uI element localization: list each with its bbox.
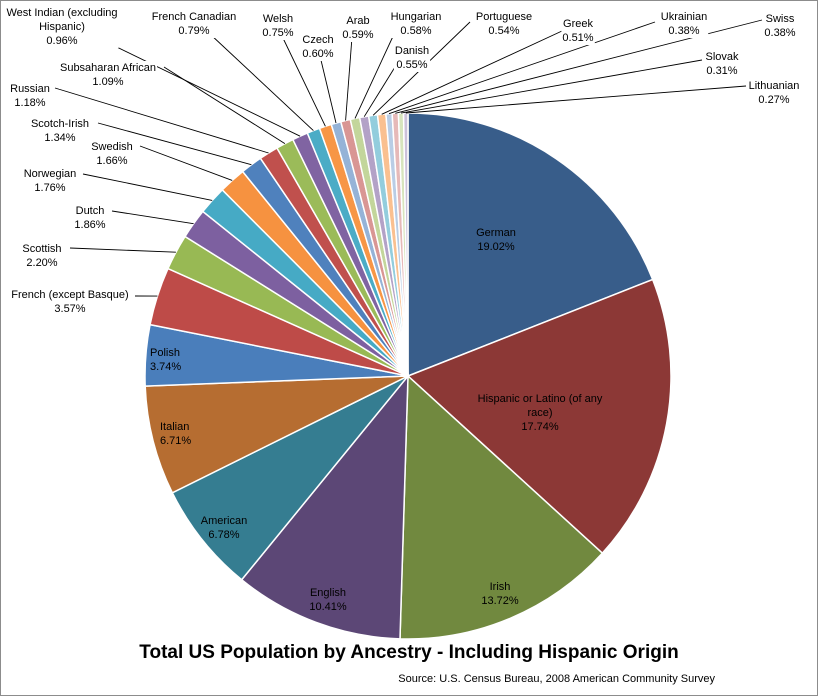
slice-label-scottish: Scottish 2.20% — [22, 243, 61, 269]
leader-line-scotch-irish — [97, 122, 252, 166]
slice-label-norwegian: Norwegian 1.76% — [24, 168, 77, 194]
leader-line-russian — [54, 87, 269, 154]
slice-label-hispanic-or-latino-of-any-race: Hispanic or Latino (of any race) 17.74% — [478, 393, 603, 433]
leader-line-hungarian — [354, 31, 396, 119]
slice-label-irish: Irish 13.72% — [481, 581, 519, 607]
pie-slice-italian — [144, 375, 409, 494]
leader-line-danish — [363, 66, 396, 117]
slice-label-german: German 19.02% — [476, 227, 516, 253]
slice-label-bg-subsaharan-african — [58, 61, 158, 89]
slice-label-bg-arab — [341, 14, 375, 42]
pie-slice-american — [171, 375, 409, 581]
slice-label-bg-west-indian-excluding-hispanic — [5, 6, 119, 48]
slice-label-bg-danish — [393, 44, 431, 72]
slice-label-greek: Greek 0.51% — [562, 18, 593, 44]
slice-label-bg-slovak — [704, 50, 741, 78]
slice-label-bg-scottish — [21, 242, 63, 270]
pie-slice-english — [240, 373, 409, 640]
slice-label-czech: Czech 0.60% — [302, 34, 333, 60]
pie-slice-german — [407, 112, 654, 378]
slice-label-bg-dutch — [73, 204, 107, 232]
slice-label-russian: Russian 1.18% — [10, 83, 50, 109]
slice-label-italian: Italian 6.71% — [160, 421, 191, 447]
pie-slice-hispanic-or-latino-of-any-race — [406, 278, 672, 555]
slice-label-lithuanian: Lithuanian 0.27% — [749, 80, 800, 106]
leader-line-scottish — [69, 247, 176, 253]
slice-label-ukrainian: Ukrainian 0.38% — [661, 11, 707, 37]
slice-label-bg-scotch-irish — [29, 117, 91, 145]
slice-label-french-except-basque: French (except Basque) 3.57% — [11, 289, 128, 315]
slice-label-bg-welsh — [261, 12, 295, 40]
slice-label-slovak: Slovak 0.31% — [705, 51, 739, 77]
leader-line-greek — [381, 30, 563, 115]
slice-label-bg-norwegian — [22, 167, 78, 195]
chart-source-note: Source: U.S. Census Bureau, 2008 America… — [398, 673, 715, 685]
slice-label-dutch: Dutch 1.86% — [74, 205, 105, 231]
slice-label-bg-russian — [9, 82, 51, 110]
slice-label-bg-swiss — [763, 12, 797, 40]
leader-line-lithuanian — [405, 85, 747, 114]
leader-line-arab — [345, 36, 353, 121]
slice-label-arab: Arab 0.59% — [342, 15, 373, 41]
slice-label-danish: Danish 0.55% — [395, 45, 429, 71]
slice-label-hungarian: Hungarian 0.58% — [391, 11, 442, 37]
slice-label-welsh: Welsh 0.75% — [262, 13, 293, 39]
slice-label-american: American 6.78% — [201, 515, 247, 541]
leader-line-west-indian-excluding-hispanic — [89, 33, 301, 137]
slice-label-west-indian-excluding-hispanic: West Indian (excluding Hispanic) 0.96% — [6, 7, 117, 47]
leader-line-french-canadian — [209, 33, 314, 131]
slice-label-bg-greek — [561, 17, 595, 45]
leader-line-swedish — [139, 145, 233, 181]
leader-line-dutch — [111, 210, 194, 225]
slice-label-scotch-irish: Scotch-Irish 1.34% — [31, 118, 89, 144]
slice-label-bg-french-canadian — [150, 10, 238, 38]
slice-label-french-canadian: French Canadian 0.79% — [152, 11, 236, 37]
slice-label-bg-swedish — [90, 140, 134, 168]
slice-label-swiss: Swiss 0.38% — [764, 13, 795, 39]
slice-label-polish: Polish 3.74% — [150, 347, 181, 373]
leader-line-welsh — [281, 35, 326, 127]
leader-line-ukrainian — [388, 21, 656, 115]
pie-slice-irish — [399, 374, 604, 640]
leader-line-slovak — [400, 59, 703, 114]
chart-title: Total US Population by Ancestry - Includ… — [139, 642, 679, 663]
slice-label-english: English 10.41% — [309, 587, 347, 613]
slice-label-bg-czech — [301, 33, 335, 61]
slice-label-bg-portuguese — [474, 10, 534, 38]
slice-label-subsaharan-african: Subsaharan African 1.09% — [60, 62, 156, 88]
slice-label-swedish: Swedish 1.66% — [91, 141, 133, 167]
slice-label-portuguese: Portuguese 0.54% — [476, 11, 532, 37]
leader-line-norwegian — [82, 173, 213, 201]
leader-line-czech — [319, 55, 337, 124]
slice-label-bg-lithuanian — [747, 79, 801, 107]
slice-label-bg-hungarian — [389, 10, 443, 38]
slice-label-bg-ukrainian — [659, 10, 709, 38]
slice-label-bg-french-except-basque — [10, 288, 130, 316]
